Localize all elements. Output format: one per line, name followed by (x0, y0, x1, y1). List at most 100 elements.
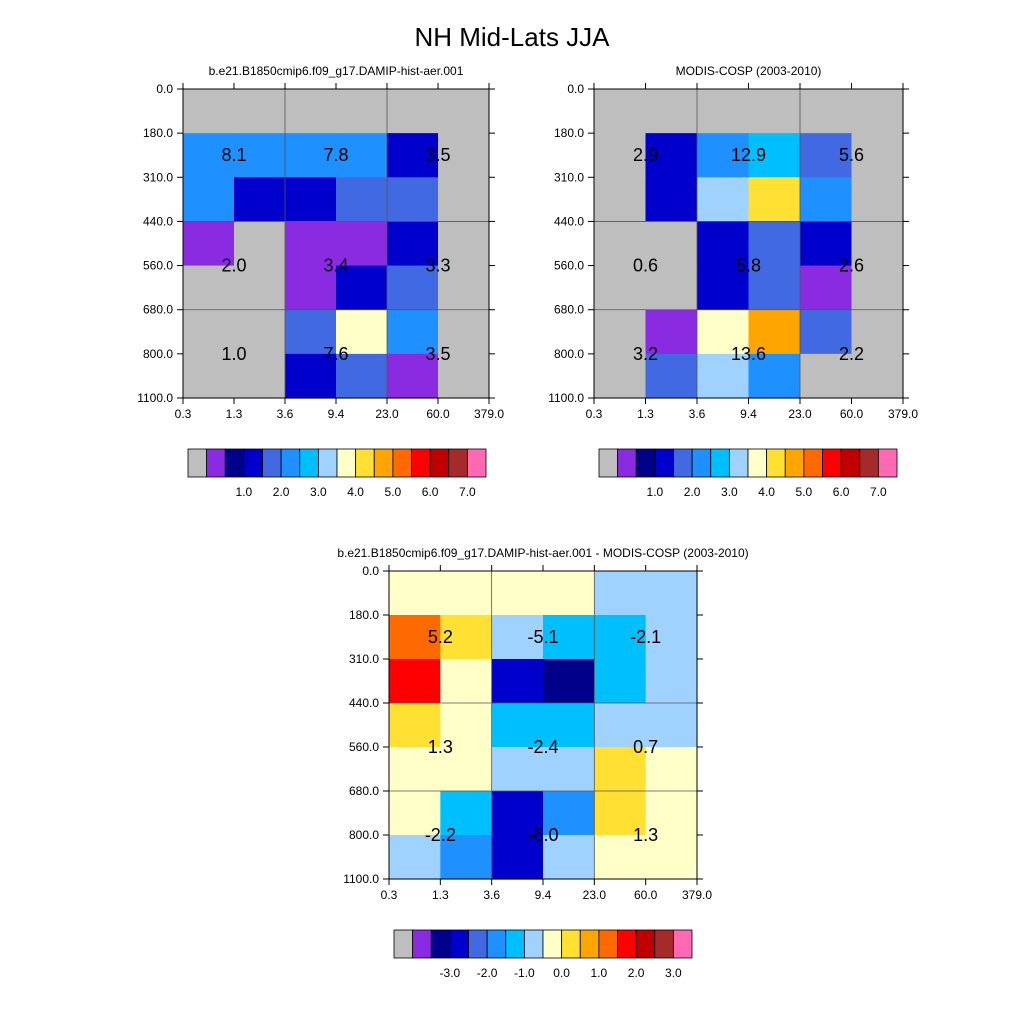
colorbar-swatch (859, 448, 879, 478)
heatmap-cell (440, 659, 493, 704)
colorbar-swatch (187, 448, 208, 478)
heatmap-cell (234, 89, 286, 134)
heatmap-cell (748, 133, 801, 178)
heatmap-cell (594, 221, 647, 267)
heatmap-cell (800, 133, 853, 178)
colorbar-label: 6.0 (833, 485, 850, 499)
x-tick-label: 1.3 (226, 407, 243, 421)
heatmap-cell (594, 791, 647, 836)
block-value-label: 12.9 (731, 145, 766, 165)
heatmap-cell (594, 177, 647, 223)
y-tick-label: 0.0 (362, 564, 379, 578)
figure-title: NH Mid-Lats JJA (414, 22, 610, 52)
block-value-label: 5.6 (839, 145, 864, 165)
heatmap-cell (183, 309, 235, 355)
colorbar-label: 5.0 (796, 485, 813, 499)
heatmap-cell (183, 89, 235, 134)
colorbar-label: 3.0 (310, 485, 327, 499)
y-tick-label: 310.0 (554, 170, 584, 184)
colorbar-swatch (468, 929, 488, 959)
block-value-label: -5.1 (527, 627, 558, 647)
colorbar-label: 6.0 (422, 485, 439, 499)
heatmap-cell (440, 703, 493, 748)
heatmap-cell (645, 89, 698, 134)
colorbar-swatch (766, 448, 786, 478)
colorbar-swatch (822, 448, 842, 478)
colorbar-swatch (728, 448, 749, 478)
heatmap-cell (800, 177, 853, 223)
colorbar-swatch (579, 929, 600, 959)
colorbar-swatch (224, 448, 245, 478)
colorbar-swatch (691, 448, 712, 478)
heatmap-cell (387, 89, 439, 134)
y-tick-label: 560.0 (554, 259, 584, 273)
heatmap-cell (387, 265, 439, 311)
colorbar-swatch (542, 929, 563, 959)
colorbar-swatch (393, 929, 414, 959)
heatmap-cell (851, 265, 904, 311)
y-tick-label: 440.0 (143, 214, 173, 228)
heatmap-cell (645, 133, 698, 178)
heatmap-cell (594, 615, 647, 660)
heatmap-cell (594, 747, 647, 792)
colorbar-swatch (803, 448, 823, 478)
heatmap-cell (387, 221, 439, 267)
heatmap-cell (183, 265, 235, 311)
x-tick-label: 23.0 (788, 407, 812, 421)
colorbar-label: 1.0 (647, 485, 664, 499)
x-tick-label: 0.3 (586, 407, 603, 421)
heatmap-cell (800, 89, 853, 134)
heatmap-cell (851, 221, 904, 267)
heatmap-cell (389, 659, 441, 704)
heatmap-cell (645, 747, 698, 792)
heatmap-cell (851, 177, 904, 223)
colorbar-label: 3.0 (721, 485, 738, 499)
colorbar-swatch (373, 448, 394, 478)
heatmap-cell (800, 265, 853, 311)
y-tick-label: 800.0 (349, 828, 379, 842)
heatmap-cell (440, 571, 493, 616)
heatmap-cell (748, 177, 801, 223)
heatmap-cell (543, 747, 595, 792)
y-tick-label: 180.0 (349, 608, 379, 622)
x-tick-label: 379.0 (682, 888, 712, 902)
block-value-label: 8.1 (221, 145, 246, 165)
heatmap-cell (440, 747, 493, 792)
x-tick-label: 60.0 (426, 407, 450, 421)
colorbar-label: 7.0 (870, 485, 887, 499)
heatmap-cell (645, 309, 698, 355)
heatmap-cell (285, 309, 337, 355)
x-tick-label: 9.4 (740, 407, 757, 421)
y-tick-label: 180.0 (554, 126, 584, 140)
y-tick-label: 310.0 (349, 652, 379, 666)
heatmap-cell (543, 835, 595, 880)
panel-title: b.e21.B1850cmip6.f09_g17.DAMIP-hist-aer.… (337, 546, 748, 560)
heatmap-cell (387, 309, 439, 355)
block-value-label: 13.6 (731, 344, 766, 364)
colorbar-swatch (429, 448, 450, 478)
heatmap-cell (183, 353, 235, 399)
colorbar-label: 7.0 (459, 485, 476, 499)
block-value-label: 2.6 (839, 256, 864, 276)
heatmap-cell (543, 571, 595, 616)
colorbar-swatch (840, 448, 861, 478)
block-value-label: -2.1 (630, 627, 661, 647)
heatmap-cell (800, 221, 853, 267)
block-value-label: 3.2 (633, 344, 658, 364)
heatmap-cell (438, 89, 490, 134)
heatmap-cell (336, 89, 388, 134)
heatmap-cell (594, 89, 647, 134)
heatmap-cell (543, 791, 595, 836)
heatmap-cell (645, 265, 698, 311)
y-tick-label: 800.0 (143, 347, 173, 361)
x-tick-label: 9.4 (328, 407, 345, 421)
heatmap-cell (851, 309, 904, 355)
heatmap-cell (438, 177, 490, 223)
heatmap-cell (336, 133, 388, 178)
heatmap-cell (389, 791, 441, 836)
colorbar-swatch (392, 448, 412, 478)
heatmap-cell (594, 353, 647, 399)
y-tick-label: 440.0 (554, 214, 584, 228)
block-value-label: -2.4 (527, 737, 558, 757)
heatmap-cell (285, 221, 337, 267)
